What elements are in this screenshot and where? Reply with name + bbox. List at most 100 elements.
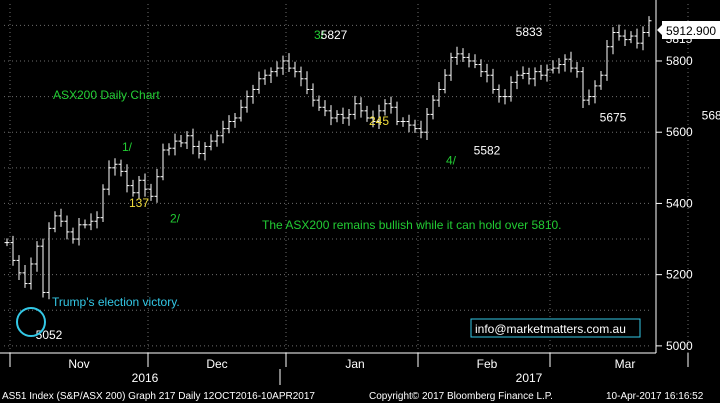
bullish-note: The ASX200 remains bullish while it can … <box>262 218 562 232</box>
ohlc-bar <box>448 52 454 81</box>
ohlc-bar <box>166 143 172 156</box>
annotation-label: 137 <box>129 196 149 210</box>
ohlc-bar <box>418 120 424 139</box>
ohlc-bar <box>118 159 124 177</box>
y-tick-label: 5600 <box>666 125 693 139</box>
ohlc-bar <box>286 53 292 73</box>
ohlc-bar <box>436 81 442 107</box>
annotation-layer: 3/58271/1372/2454/5582583356755815568450… <box>36 25 720 342</box>
ohlc-bar <box>28 257 34 290</box>
annotation-label: 245 <box>369 114 389 128</box>
ohlc-bar <box>196 140 202 159</box>
ohlc-bar <box>88 213 94 231</box>
ohlc-bar <box>424 107 430 141</box>
ohlc-bar <box>292 61 298 78</box>
footer-center: Copyright© 2017 Bloomberg Finance L.P. <box>369 391 553 402</box>
ohlc-bar <box>226 115 232 134</box>
ohlc-bar <box>508 76 514 102</box>
chart-title: ASX200 Daily Chart <box>53 88 160 102</box>
ohlc-bar <box>496 84 502 103</box>
ohlc-bar <box>244 90 250 113</box>
ohlc-bar <box>16 255 22 280</box>
ohlc-bar <box>250 84 256 104</box>
x-year-label: 2017 <box>516 371 543 385</box>
x-month-label: Feb <box>477 357 498 371</box>
ohlc-bar <box>514 70 520 90</box>
annotation-label: 5684 <box>702 109 720 123</box>
ohlc-bar <box>202 142 208 161</box>
ohlc-bar <box>106 160 112 196</box>
ohlc-bar <box>190 128 196 155</box>
ohlc-bar <box>334 110 340 123</box>
ohlc-bar <box>238 99 244 122</box>
ohlc-bar <box>574 62 580 78</box>
ohlc-bar <box>64 215 70 240</box>
ohlc-bar <box>628 31 634 44</box>
ohlc-bar <box>562 54 568 72</box>
ohlc-bar <box>430 95 436 120</box>
ohlc-bar <box>136 176 142 199</box>
y-tick-label: 5200 <box>666 268 693 282</box>
annotation-label: 5582 <box>474 144 501 158</box>
x-month-label: Dec <box>206 357 227 371</box>
annotation-label: 2/ <box>170 211 181 225</box>
x-month-label: Nov <box>68 357 89 371</box>
annotation-label: 5827 <box>321 28 348 42</box>
ohlc-bar <box>394 101 400 126</box>
ohlc-bar <box>298 66 304 87</box>
ohlc-bar <box>112 158 118 176</box>
x-year-label: 2016 <box>132 371 159 385</box>
ohlc-bar <box>184 131 190 149</box>
x-month-label: Jan <box>345 357 364 371</box>
ohlc-bar <box>262 69 268 85</box>
y-tick-label: 5000 <box>666 339 693 353</box>
ohlc-bar <box>616 24 622 41</box>
ohlc-bar <box>598 70 604 90</box>
ohlc-bar <box>160 143 166 181</box>
footer: AS51 Index (S&P/ASX 200) Graph 217 Daily… <box>0 385 720 403</box>
ohlc-bar <box>22 265 28 288</box>
email-box-border <box>470 318 641 338</box>
ohlc-bar <box>400 117 406 127</box>
ohlc-bar <box>586 89 592 106</box>
ohlc-bar <box>34 241 40 272</box>
ohlc-bar <box>484 63 490 83</box>
ohlc-bar <box>550 60 556 74</box>
ohlc-bar <box>472 54 478 69</box>
ohlc-bar <box>268 67 274 84</box>
ohlc-bar <box>460 48 466 63</box>
axis-layer: 5000 5200 5400 5600 5800 Nov Dec Jan Feb Mar 2016 2… <box>0 0 693 385</box>
ohlc-bar <box>10 235 16 266</box>
price-tag-pointer <box>657 25 662 35</box>
ohlc-bar <box>604 39 610 81</box>
ohlc-bar <box>322 100 328 117</box>
ohlc-bar <box>148 183 154 201</box>
ohlc-bar <box>130 179 136 197</box>
ohlc-bar <box>52 211 58 233</box>
ohlc-bar <box>172 133 178 156</box>
ohlc-bar <box>442 69 448 94</box>
ohlc-bar <box>310 83 316 107</box>
ohlc-bar <box>634 28 640 49</box>
ohlc-bar <box>640 26 646 51</box>
ohlc-bar <box>46 222 52 300</box>
ohlc-bars <box>4 16 652 300</box>
ohlc-bar <box>100 184 106 222</box>
ohlc-bar <box>610 27 616 55</box>
ohlc-bar <box>304 71 310 95</box>
ohlc-bar <box>58 208 64 227</box>
ohlc-bar <box>646 16 652 37</box>
grid-layer <box>4 4 689 353</box>
annotation-label: 3/ <box>314 28 325 42</box>
election-circle <box>16 307 46 337</box>
ohlc-bar <box>208 134 214 151</box>
ohlc-bar <box>178 135 184 148</box>
ohlc-bar <box>124 164 130 193</box>
ohlc-bar <box>388 96 394 114</box>
ohlc-bar <box>214 130 220 147</box>
y-tick-label: 5800 <box>666 54 693 68</box>
ohlc-bar <box>466 53 472 68</box>
ohlc-bar <box>622 29 628 47</box>
ohlc-bar <box>70 227 76 244</box>
